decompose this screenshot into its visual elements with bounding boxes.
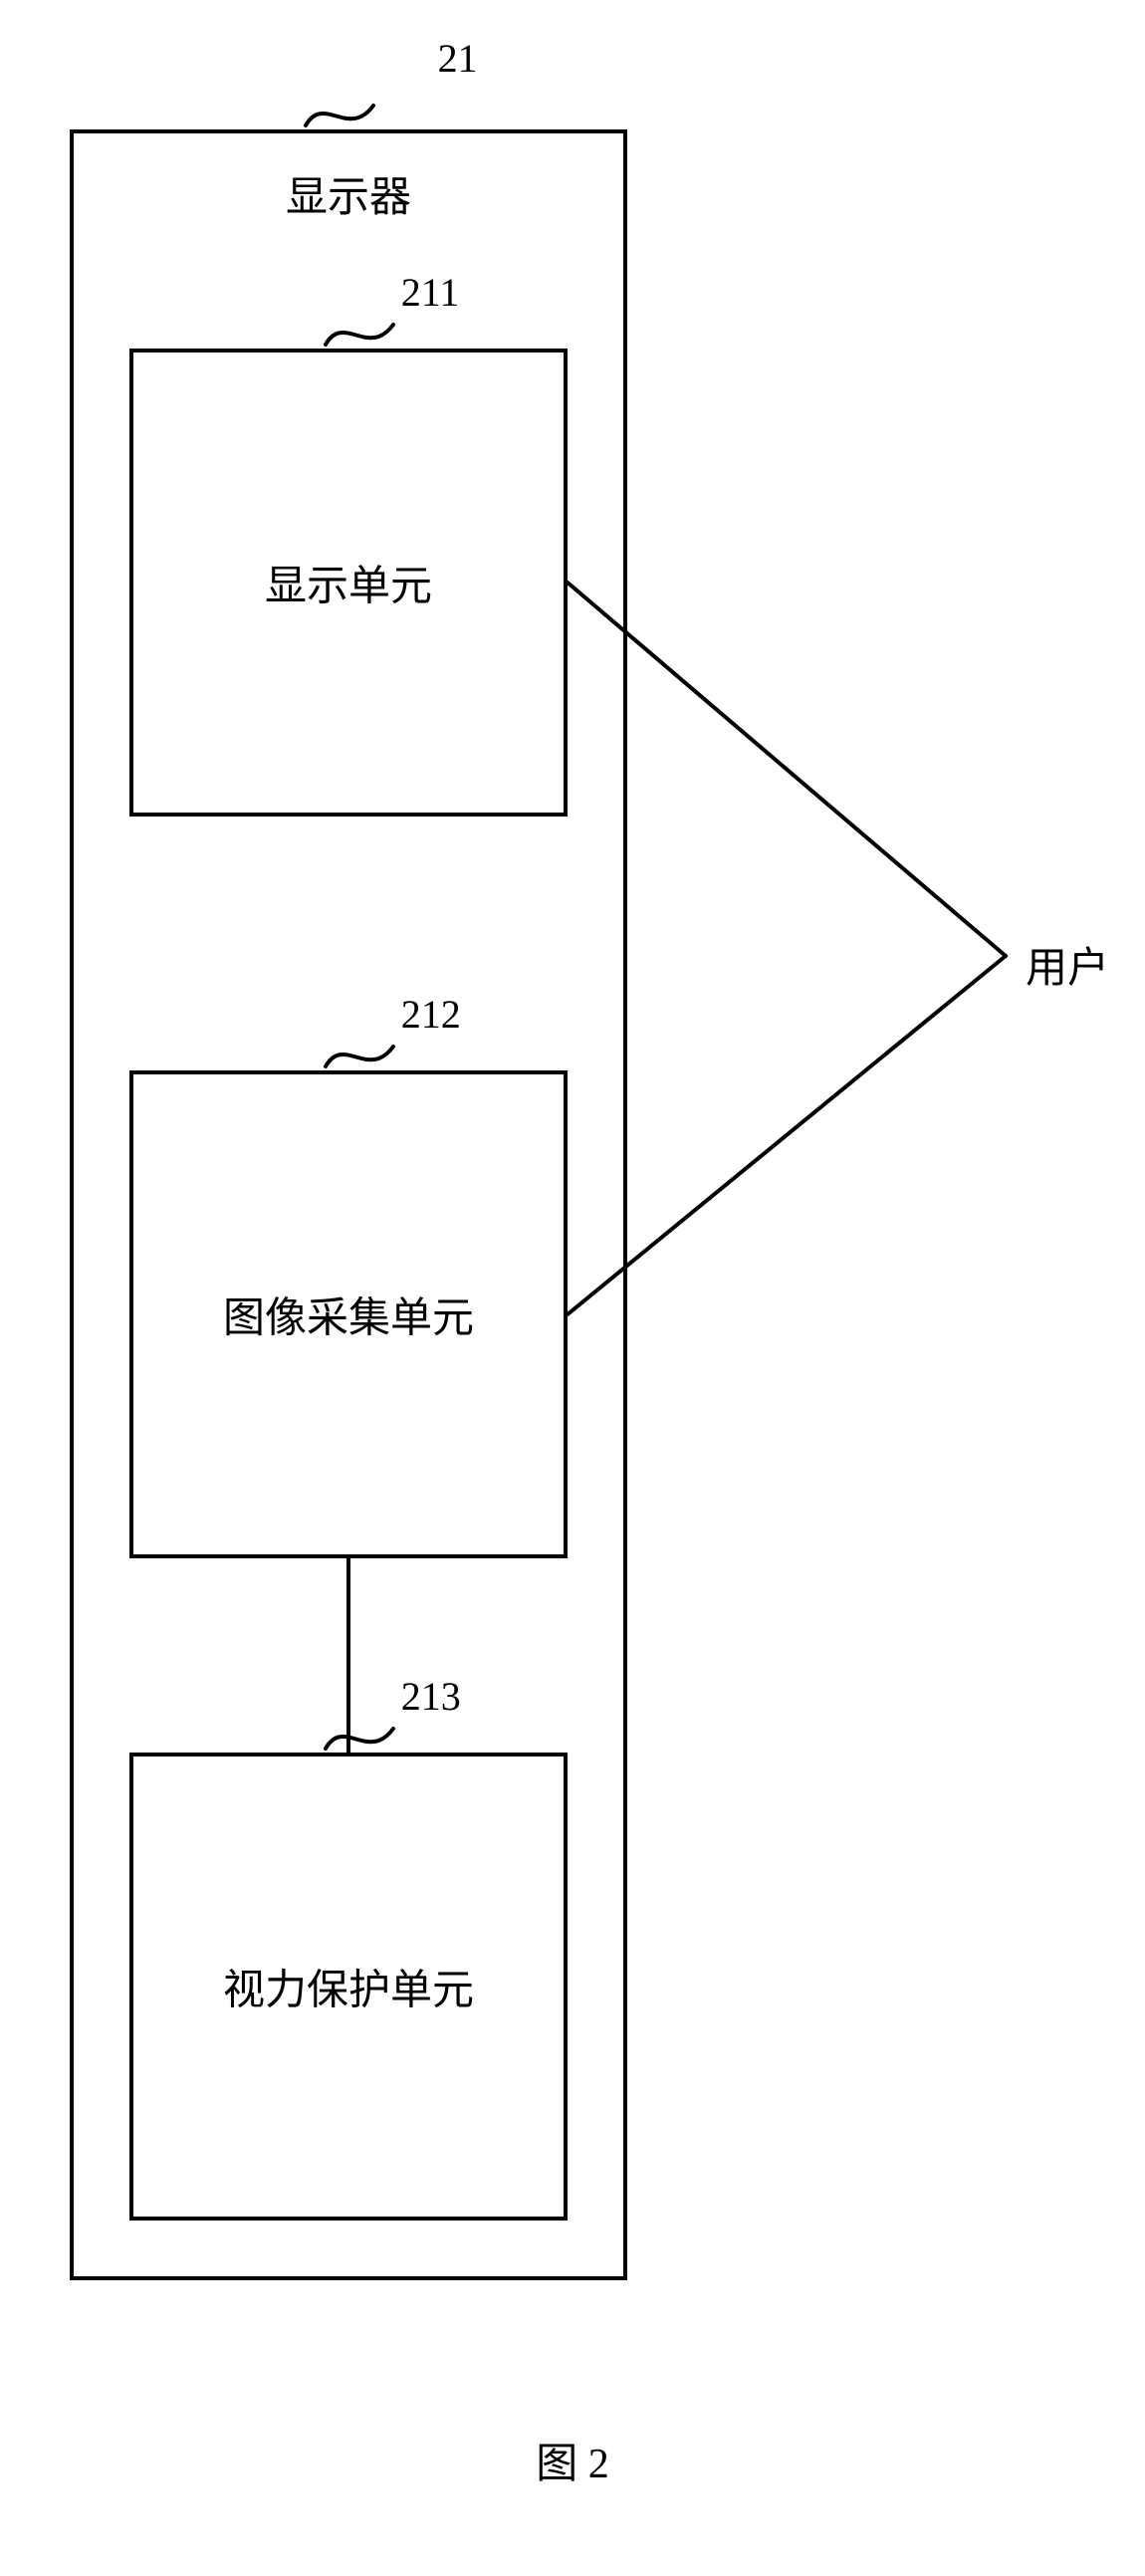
block-image-capture-unit: 图像采集单元 bbox=[129, 1070, 568, 1558]
block-display-unit-ref: 211 bbox=[401, 269, 460, 316]
block-vision-protect-unit-ref: 213 bbox=[401, 1673, 461, 1720]
block-vision-protect-unit: 视力保护单元 bbox=[129, 1753, 568, 2221]
block-image-capture-unit-label: 图像采集单元 bbox=[133, 1285, 564, 1345]
diagram-canvas: 显示器 21 显示单元 211 图像采集单元 212 视力保护单元 213 用户… bbox=[0, 0, 1145, 2576]
block-vision-protect-unit-label: 视力保护单元 bbox=[133, 1957, 564, 2017]
outer-ref-number: 21 bbox=[438, 35, 478, 82]
figure-caption: 图 2 bbox=[0, 2430, 1145, 2490]
block-display-unit: 显示单元 bbox=[129, 349, 568, 817]
outer-title: 显示器 bbox=[74, 163, 623, 224]
block-display-unit-label: 显示单元 bbox=[133, 553, 564, 613]
block-image-capture-unit-ref: 212 bbox=[401, 991, 461, 1038]
external-user-label: 用户 bbox=[1026, 934, 1109, 995]
